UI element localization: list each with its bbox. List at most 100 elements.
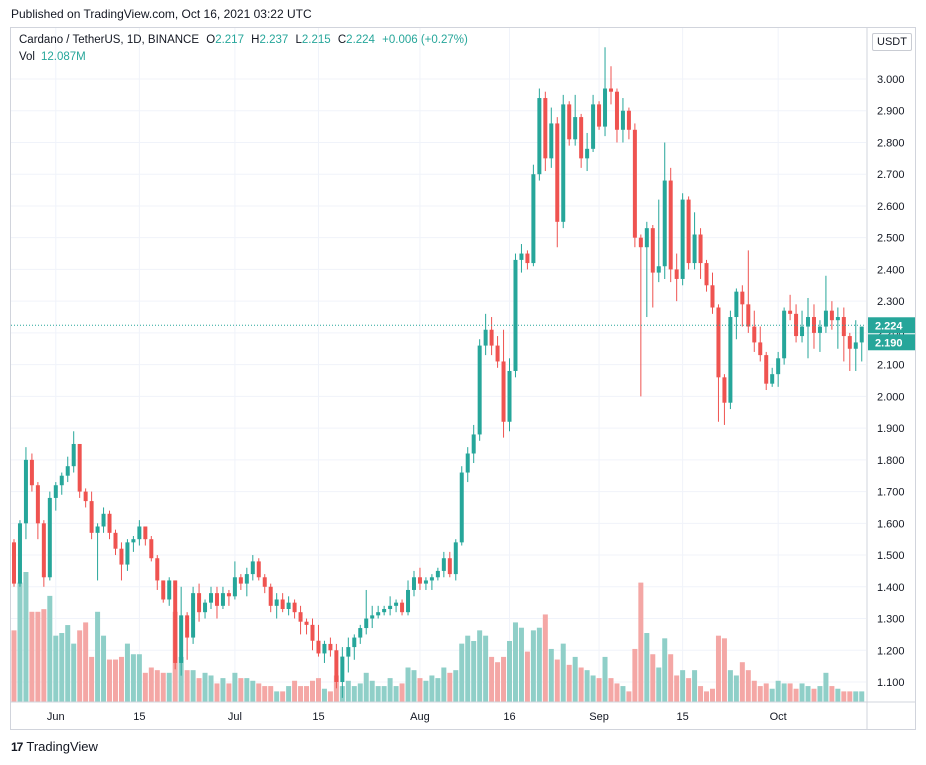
volume-bar <box>95 611 101 702</box>
candle-body <box>328 643 333 651</box>
volume-bar <box>692 670 698 702</box>
candle <box>764 351 769 391</box>
candle-body <box>686 199 691 264</box>
candle-body <box>501 361 506 422</box>
candle-body <box>620 110 625 130</box>
candle <box>262 574 267 594</box>
candle-body <box>758 342 763 356</box>
candle-body <box>89 501 94 533</box>
y-tick-label: 2.400 <box>877 264 905 276</box>
candle-body <box>41 523 46 578</box>
candle <box>167 577 172 606</box>
volume-bar <box>345 680 351 702</box>
candle <box>686 196 691 270</box>
candle <box>53 482 58 511</box>
candle <box>811 304 816 349</box>
candle-body <box>185 615 190 638</box>
candle <box>609 66 613 105</box>
candle-body <box>429 577 434 581</box>
candle <box>220 586 225 610</box>
volume-bar <box>369 680 375 702</box>
volume-bar <box>190 670 196 702</box>
volume-bar <box>602 656 608 702</box>
candle-body <box>125 542 130 565</box>
candle <box>346 637 351 673</box>
volume-bar <box>638 582 644 702</box>
candle <box>77 443 82 498</box>
candle-body <box>220 593 225 606</box>
candle-body <box>394 602 399 606</box>
candle-body <box>316 640 321 654</box>
candle-body <box>728 317 733 403</box>
candle <box>746 250 751 333</box>
candle <box>322 640 327 663</box>
volume-bar <box>501 656 507 702</box>
secondary-price-tag <box>868 334 915 351</box>
volume-bar <box>590 675 596 702</box>
volume-bar <box>811 688 817 702</box>
candle-body <box>23 459 28 524</box>
candle <box>173 580 178 670</box>
candle <box>65 456 70 483</box>
candle-body <box>806 317 811 327</box>
volume-bar <box>29 611 35 702</box>
volume-bars <box>11 572 865 702</box>
volume-bar <box>333 675 339 702</box>
volume-bar <box>250 680 256 702</box>
candle <box>131 536 136 552</box>
price-tags: 2.224 2.190 <box>868 317 915 351</box>
candle-body <box>555 123 560 222</box>
grid-lines <box>11 28 866 702</box>
close-value: 2.224 <box>346 34 375 46</box>
candle-body <box>280 599 285 610</box>
candle-body <box>197 593 202 613</box>
candle <box>555 117 560 248</box>
candle <box>274 593 279 619</box>
x-tick-label: 15 <box>677 711 689 723</box>
volume-bar <box>59 633 65 702</box>
candle <box>35 482 40 540</box>
volume-bar <box>715 635 721 702</box>
candle-body <box>788 310 793 314</box>
candle <box>185 612 190 660</box>
candle <box>495 336 500 368</box>
candle <box>573 94 578 146</box>
volume-bar <box>578 667 584 702</box>
volume-bar <box>381 686 387 702</box>
volume-bar <box>686 678 692 702</box>
candle-body <box>638 237 643 248</box>
candle <box>722 374 727 425</box>
candle <box>537 88 542 181</box>
candle <box>597 101 602 130</box>
candle <box>614 88 619 143</box>
volume-bar <box>435 678 441 702</box>
candle-body <box>435 570 440 578</box>
tradingview-brand[interactable]: 17 TradingView <box>11 739 98 754</box>
candle-body <box>417 577 422 584</box>
candle <box>197 583 202 622</box>
candle <box>644 221 649 318</box>
candle-body <box>250 561 255 575</box>
candle-body <box>549 123 554 159</box>
candle <box>155 555 160 590</box>
volume-value: 12.087M <box>41 51 86 63</box>
volume-bar <box>166 672 172 702</box>
volume-bar <box>238 678 244 702</box>
volume-bar <box>256 683 262 702</box>
candle-body <box>292 602 297 613</box>
candle-body <box>459 472 464 543</box>
volume-bar <box>518 627 524 702</box>
symbol-title: Cardano / TetherUS, 1D, BINANCE <box>19 34 200 46</box>
y-tick-label: 1.800 <box>877 455 905 467</box>
close-label: C <box>337 34 347 46</box>
candle <box>406 580 411 616</box>
volume-bar <box>632 648 638 702</box>
candle <box>477 339 482 441</box>
candle <box>310 618 315 651</box>
volume-bar <box>47 595 53 702</box>
volume-bar <box>310 680 315 702</box>
candle-body <box>214 593 219 606</box>
currency-button[interactable]: USDT <box>872 33 912 51</box>
candle <box>441 551 446 578</box>
candlestick-chart[interactable]: 3.000 2.900 2.800 2.700 2.600 2.500 2.400 2.300… <box>11 28 915 729</box>
